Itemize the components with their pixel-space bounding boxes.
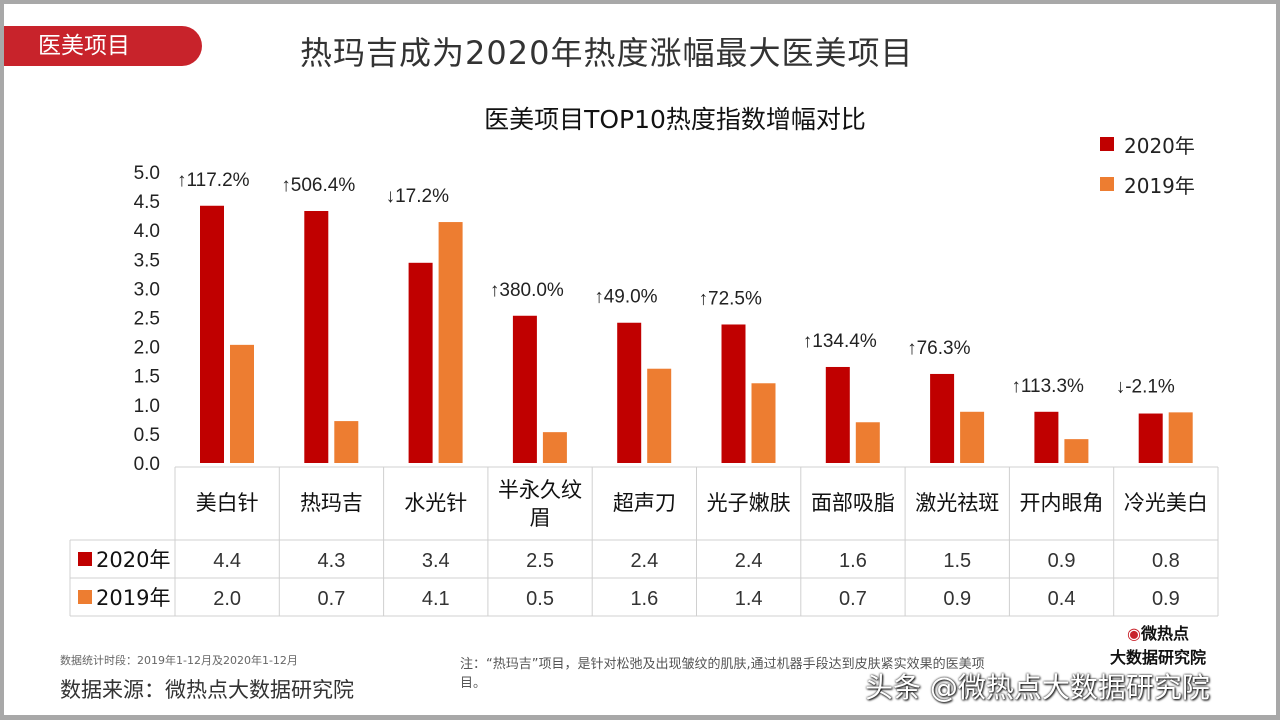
table-cell: 1.6 [839, 550, 867, 572]
y-tick-label: 5.0 [134, 163, 160, 184]
table-cell: 4.3 [318, 550, 346, 572]
bar-2019 [1168, 412, 1193, 463]
y-tick-label: 3.0 [134, 279, 160, 300]
bar-2020 [1138, 413, 1163, 463]
bar-2019 [334, 421, 359, 463]
growth-annotation: ↑72.5% [699, 288, 762, 309]
y-tick-label: 0.5 [134, 425, 160, 446]
bar-2019 [960, 411, 985, 463]
table-cell: 1.4 [735, 588, 763, 610]
bar-2020 [930, 373, 955, 463]
logo-text: 微热点 [1140, 624, 1189, 643]
table-cell: 1.5 [943, 550, 971, 572]
bar-2019 [751, 383, 776, 463]
y-tick-label: 2.0 [134, 338, 160, 359]
table-cell: 0.9 [1152, 588, 1180, 610]
table-cell: 0.5 [526, 588, 554, 610]
section-tag: 医美项目 [4, 26, 202, 66]
legend-item-2020: 2020年 [1100, 124, 1195, 164]
table-cell: 0.9 [943, 588, 971, 610]
category-label: 冷光美白 [1124, 491, 1208, 515]
legend-label: 2020年 [1124, 133, 1195, 158]
logo: ◉微热点 大数据研究院 [1110, 620, 1206, 668]
bar-2020 [512, 315, 537, 463]
table-cell: 2.0 [213, 588, 241, 610]
legend-item-2019: 2019年 [1100, 164, 1195, 204]
y-tick-label: 3.5 [134, 250, 160, 271]
growth-annotation: ↑380.0% [490, 280, 564, 301]
bar-2020 [825, 366, 850, 463]
growth-annotation: ↓17.2% [386, 186, 449, 207]
legend-swatch [78, 552, 92, 566]
row-label: 2020年 [96, 548, 170, 572]
y-tick-label: 1.0 [134, 396, 160, 417]
growth-annotation: ↑113.3% [1011, 376, 1084, 397]
table-cell: 1.6 [630, 588, 658, 610]
category-label: 激光祛斑 [915, 491, 999, 515]
growth-annotation: ↑117.2% [177, 170, 250, 191]
y-tick-label: 1.5 [134, 367, 160, 388]
legend-swatch [1100, 137, 1114, 151]
y-tick-label: 0.0 [134, 454, 160, 475]
bar-2020 [721, 324, 746, 463]
footnote: 注：“热玛吉”项目，是针对松弛及出现皱纹的肌肤,通过机器手段达到皮肤紧实效果的医… [460, 657, 985, 691]
table-cell: 0.9 [1048, 550, 1076, 572]
growth-annotation: ↑76.3% [907, 338, 970, 359]
growth-annotation: ↑134.4% [803, 331, 877, 352]
logo-subtext: 大数据研究院 [1110, 648, 1207, 667]
logo-icon: ◉ [1127, 624, 1141, 643]
category-label: 面部吸脂 [811, 491, 895, 515]
table-cell: 2.5 [526, 550, 554, 572]
page-title: 热玛吉成为2020年热度涨幅最大医美项目 [300, 34, 914, 72]
table-cell: 3.4 [422, 550, 450, 572]
y-tick-label: 4.5 [134, 192, 160, 213]
chart-title: 医美项目TOP10热度指数增幅对比 [484, 105, 866, 134]
row-label: 2019年 [96, 586, 170, 610]
y-tick-label: 2.5 [134, 309, 160, 330]
bar-2019 [855, 422, 880, 463]
category-label: 眉 [530, 506, 551, 530]
table-cell: 0.8 [1152, 550, 1180, 572]
category-label: 热玛吉 [300, 491, 363, 515]
category-label: 光子嫩肤 [707, 491, 791, 515]
table-cell: 0.4 [1048, 588, 1076, 610]
legend: 2020年 2019年 [1100, 124, 1195, 204]
bar-2020 [617, 322, 642, 463]
category-label: 半永久纹 [498, 478, 582, 502]
table-cell: 0.7 [839, 588, 867, 610]
growth-annotation: ↑49.0% [594, 287, 657, 308]
bar-2019 [647, 368, 672, 463]
category-label: 开内眼角 [1020, 491, 1104, 515]
data-source: 数据来源：微热点大数据研究院 [60, 678, 354, 702]
bar-2020 [1034, 411, 1059, 463]
table-cell: 0.7 [318, 588, 346, 610]
table-cell: 4.4 [213, 550, 241, 572]
growth-annotation: ↑506.4% [281, 175, 355, 196]
bar-2019 [438, 222, 463, 463]
table-cell: 2.4 [735, 550, 763, 572]
legend-swatch [78, 590, 92, 604]
y-tick-label: 4.0 [134, 221, 160, 242]
bar-2019 [1064, 439, 1089, 463]
growth-annotation: ↓-2.1% [1116, 376, 1175, 397]
bar-2019 [542, 432, 567, 463]
bar-2020 [408, 262, 433, 463]
category-label: 美白针 [196, 491, 259, 515]
legend-swatch [1100, 177, 1114, 191]
data-period: 数据统计时段：2019年1-12月及2020年1-12月 [60, 654, 298, 667]
table-cell: 2.4 [630, 550, 658, 572]
category-label: 超声刀 [613, 491, 676, 515]
watermark: 头条 @微热点大数据研究院 [865, 671, 1210, 704]
table-cell: 4.1 [422, 588, 450, 610]
bar-2019 [230, 344, 254, 463]
bar-2020 [304, 210, 329, 463]
category-label: 水光针 [404, 491, 467, 515]
legend-label: 2019年 [1124, 173, 1195, 198]
bar-2020 [200, 205, 224, 464]
